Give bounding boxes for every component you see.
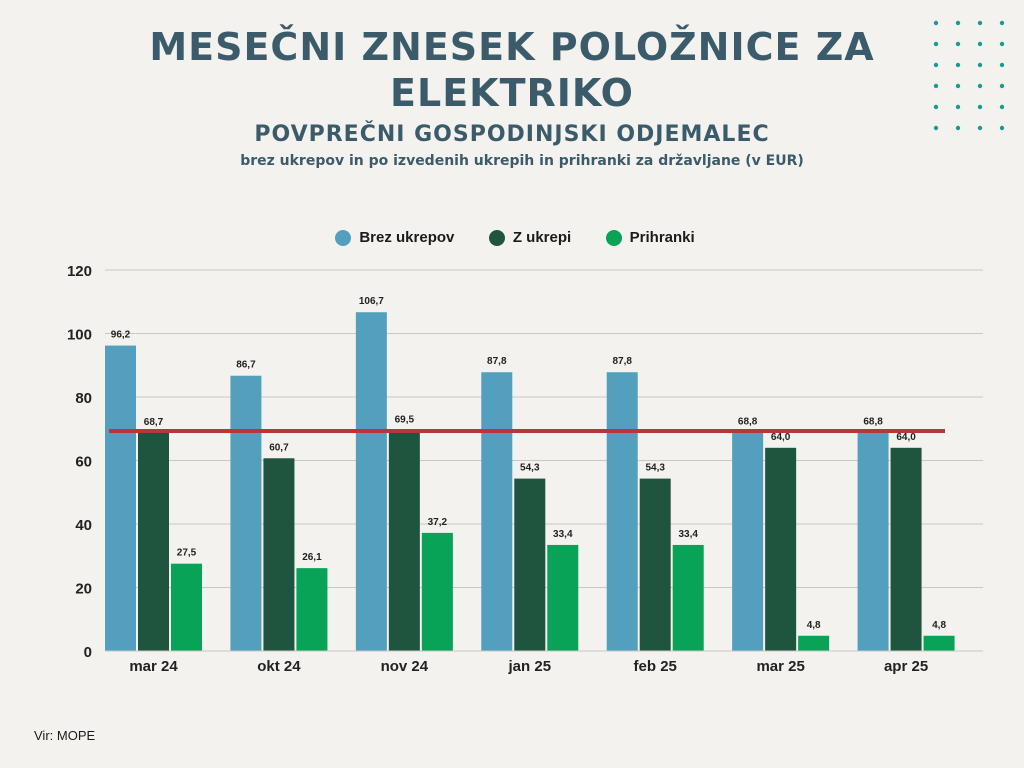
legend-label-prih: Prihranki [629, 229, 695, 246]
data-label: 68,7 [144, 417, 164, 428]
legend-item-prih: Prihranki [605, 229, 695, 246]
source-note: Vir: MOPE [34, 728, 96, 743]
data-label: 68,8 [738, 417, 758, 428]
decor-dot [933, 62, 939, 68]
data-label: 86,7 [236, 360, 256, 371]
chart-title: MESEČNI ZNESEK POLOŽNICE ZA ELEKTRIKO [149, 25, 875, 115]
x-tick-label: mar 25 [756, 658, 804, 675]
data-label: 4,8 [932, 620, 946, 631]
data-label: 33,4 [678, 529, 698, 540]
decor-dot [977, 125, 983, 131]
decor-dot [955, 41, 961, 47]
decor-dot [999, 20, 1005, 26]
decor-dot [933, 125, 939, 131]
x-tick-label: jan 25 [508, 658, 552, 675]
y-tick-label: 40 [75, 517, 92, 534]
decor-dot [999, 125, 1005, 131]
x-tick-label: feb 25 [634, 658, 677, 675]
decor-dot [977, 104, 983, 110]
decor-dot [933, 104, 939, 110]
data-label: 54,3 [520, 463, 540, 474]
decor-dot [977, 41, 983, 47]
bar-brez-ukrepov [105, 345, 136, 651]
bar-prihranki [421, 532, 453, 651]
data-label: 64,0 [896, 432, 916, 443]
decor-dot [933, 41, 939, 47]
y-tick-label: 20 [75, 581, 92, 598]
bar-z-ukrepi [765, 447, 797, 651]
decor-dot [977, 83, 983, 89]
data-label: 68,8 [863, 417, 883, 428]
x-tick-label: okt 24 [257, 658, 301, 675]
data-label: 54,3 [645, 463, 665, 474]
y-tick-label: 80 [75, 390, 92, 407]
decor-dot [955, 125, 961, 131]
bar-z-ukrepi [138, 432, 169, 651]
y-tick-label: 100 [67, 327, 92, 344]
data-label: 87,8 [612, 356, 632, 367]
decor-dot [933, 20, 939, 26]
decor-dot [999, 104, 1005, 110]
chart-legend: Brez ukrepov Z ukrepi Prihranki [0, 229, 1024, 253]
bar-prihranki [798, 635, 830, 651]
decor-dot [933, 83, 939, 89]
data-label: 87,8 [487, 356, 507, 367]
data-label: 37,2 [428, 517, 448, 528]
x-tick-label: mar 24 [129, 658, 178, 675]
bar-prihranki [547, 544, 579, 651]
y-tick-label: 0 [84, 644, 92, 661]
chart-subtitle: POVPREČNI GOSPODINJSKI ODJEMALEC [254, 122, 770, 147]
bar-prihranki [296, 568, 328, 651]
decor-dot [999, 41, 1005, 47]
bar-prihranki [171, 563, 202, 651]
bar-brez-ukrepov [857, 432, 889, 651]
legend-item-z: Z ukrepi [488, 229, 572, 246]
legend-label-brez: Brez ukrepov [359, 229, 455, 246]
decor-dot [955, 104, 961, 110]
legend-label-z: Z ukrepi [512, 229, 572, 246]
bar-brez-ukrepov [481, 372, 513, 651]
data-label: 4,8 [807, 620, 821, 631]
legend-item-brez: Brez ukrepov [335, 229, 454, 246]
bar-brez-ukrepov [606, 372, 638, 651]
y-tick-label: 120 [67, 263, 92, 280]
decor-dot [955, 83, 961, 89]
bar-brez-ukrepov [355, 312, 387, 651]
data-label: 60,7 [269, 442, 289, 453]
x-tick-label: nov 24 [381, 658, 429, 675]
bar-chart: 0 20 40 60 80 100 120 96,2 68,7 27,5 mar 24 86,7 60,… [67, 263, 983, 675]
data-label: 96,2 [111, 330, 131, 341]
bar-brez-ukrepov [732, 432, 764, 651]
chart-subtitle-detail: brez ukrepov in po izvedenih ukrepih in … [240, 153, 804, 169]
bar-z-ukrepi [890, 447, 922, 651]
data-label: 64,0 [771, 432, 791, 443]
decor-dot [955, 62, 961, 68]
bar-z-ukrepi [388, 430, 420, 651]
decor-dot [999, 62, 1005, 68]
decor-dot [955, 20, 961, 26]
legend-swatch-prih [605, 229, 622, 246]
y-tick-label: 60 [75, 454, 92, 471]
x-tick-label: apr 25 [884, 658, 928, 675]
decor-dot [977, 62, 983, 68]
dot-pattern-decoration [933, 20, 1005, 131]
legend-swatch-z [488, 229, 505, 246]
data-label: 27,5 [177, 548, 197, 559]
data-label: 106,7 [359, 296, 384, 307]
legend-swatch-brez [335, 229, 352, 246]
data-label: 26,1 [302, 552, 322, 563]
bar-z-ukrepi [639, 478, 671, 651]
bar-z-ukrepi [514, 478, 546, 651]
decor-dot [977, 20, 983, 26]
data-label: 33,4 [553, 529, 573, 540]
bar-brez-ukrepov [230, 375, 262, 651]
decor-dot [999, 83, 1005, 89]
data-label: 69,5 [395, 414, 415, 425]
bar-z-ukrepi [263, 458, 295, 651]
bar-prihranki [923, 635, 955, 651]
bar-prihranki [672, 544, 704, 651]
